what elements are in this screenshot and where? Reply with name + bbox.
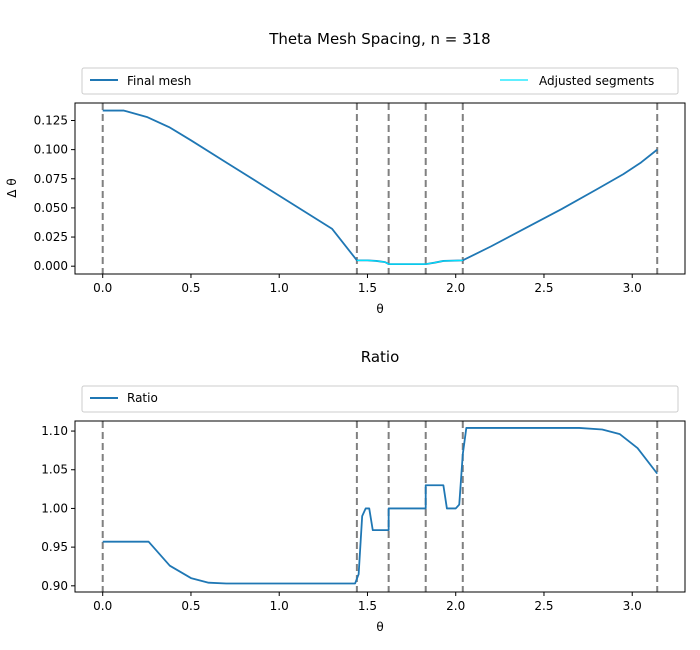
x-tick-label: 1.5: [358, 599, 377, 613]
bottom-axes-frame: [74, 420, 686, 593]
top-chart: Theta Mesh Spacing, n = 318 Final mesh A…: [5, 30, 686, 316]
y-tick-label: 1.10: [41, 424, 68, 438]
top-x-axis-label: θ: [376, 302, 383, 316]
x-tick-label: 2.5: [534, 599, 553, 613]
series-line-adjusted-segments: [356, 259, 463, 265]
y-tick-label: 0.95: [41, 540, 68, 554]
x-tick-label: 1.0: [270, 281, 289, 295]
series-line-ratio: [102, 427, 658, 585]
legend-label-adjusted-segments: Adjusted segments: [539, 74, 654, 88]
series-line-final-mesh: [102, 109, 658, 265]
x-tick-label: 0.5: [181, 281, 200, 295]
legend-label-final-mesh: Final mesh: [127, 74, 191, 88]
x-tick-label: 2.0: [446, 281, 465, 295]
x-tick-label: 0.0: [93, 281, 112, 295]
bottom-x-axis-label: θ: [376, 620, 383, 634]
legend-label-ratio: Ratio: [127, 391, 158, 405]
x-tick-label: 3.0: [623, 599, 642, 613]
y-tick-label: 0.000: [34, 259, 68, 273]
top-y-axis-label: Δ θ: [5, 178, 19, 197]
bottom-chart-title: Ratio: [361, 348, 400, 366]
y-tick-label: 0.90: [41, 579, 68, 593]
top-chart-title: Theta Mesh Spacing, n = 318: [268, 30, 490, 48]
x-tick-label: 2.5: [534, 281, 553, 295]
x-tick-label: 2.0: [446, 599, 465, 613]
y-tick-label: 0.025: [34, 230, 68, 244]
y-tick-label: 0.125: [34, 113, 68, 127]
y-tick-label: 1.05: [41, 463, 68, 477]
x-tick-label: 0.0: [93, 599, 112, 613]
y-tick-label: 0.100: [34, 143, 68, 157]
y-tick-label: 1.00: [41, 501, 68, 515]
top-axes-frame: [74, 102, 686, 275]
bottom-legend-box: [81, 385, 679, 413]
x-tick-label: 3.0: [623, 281, 642, 295]
y-tick-label: 0.050: [34, 201, 68, 215]
bottom-chart: Ratio Ratio 0.0 0.5 1.0 1.5 2.0 2.5 3.0 0.90 0.…: [41, 348, 686, 634]
x-tick-label: 1.5: [358, 281, 377, 295]
x-tick-label: 1.0: [270, 599, 289, 613]
y-tick-label: 0.075: [34, 172, 68, 186]
top-legend-box: [81, 67, 679, 95]
x-tick-label: 0.5: [181, 599, 200, 613]
